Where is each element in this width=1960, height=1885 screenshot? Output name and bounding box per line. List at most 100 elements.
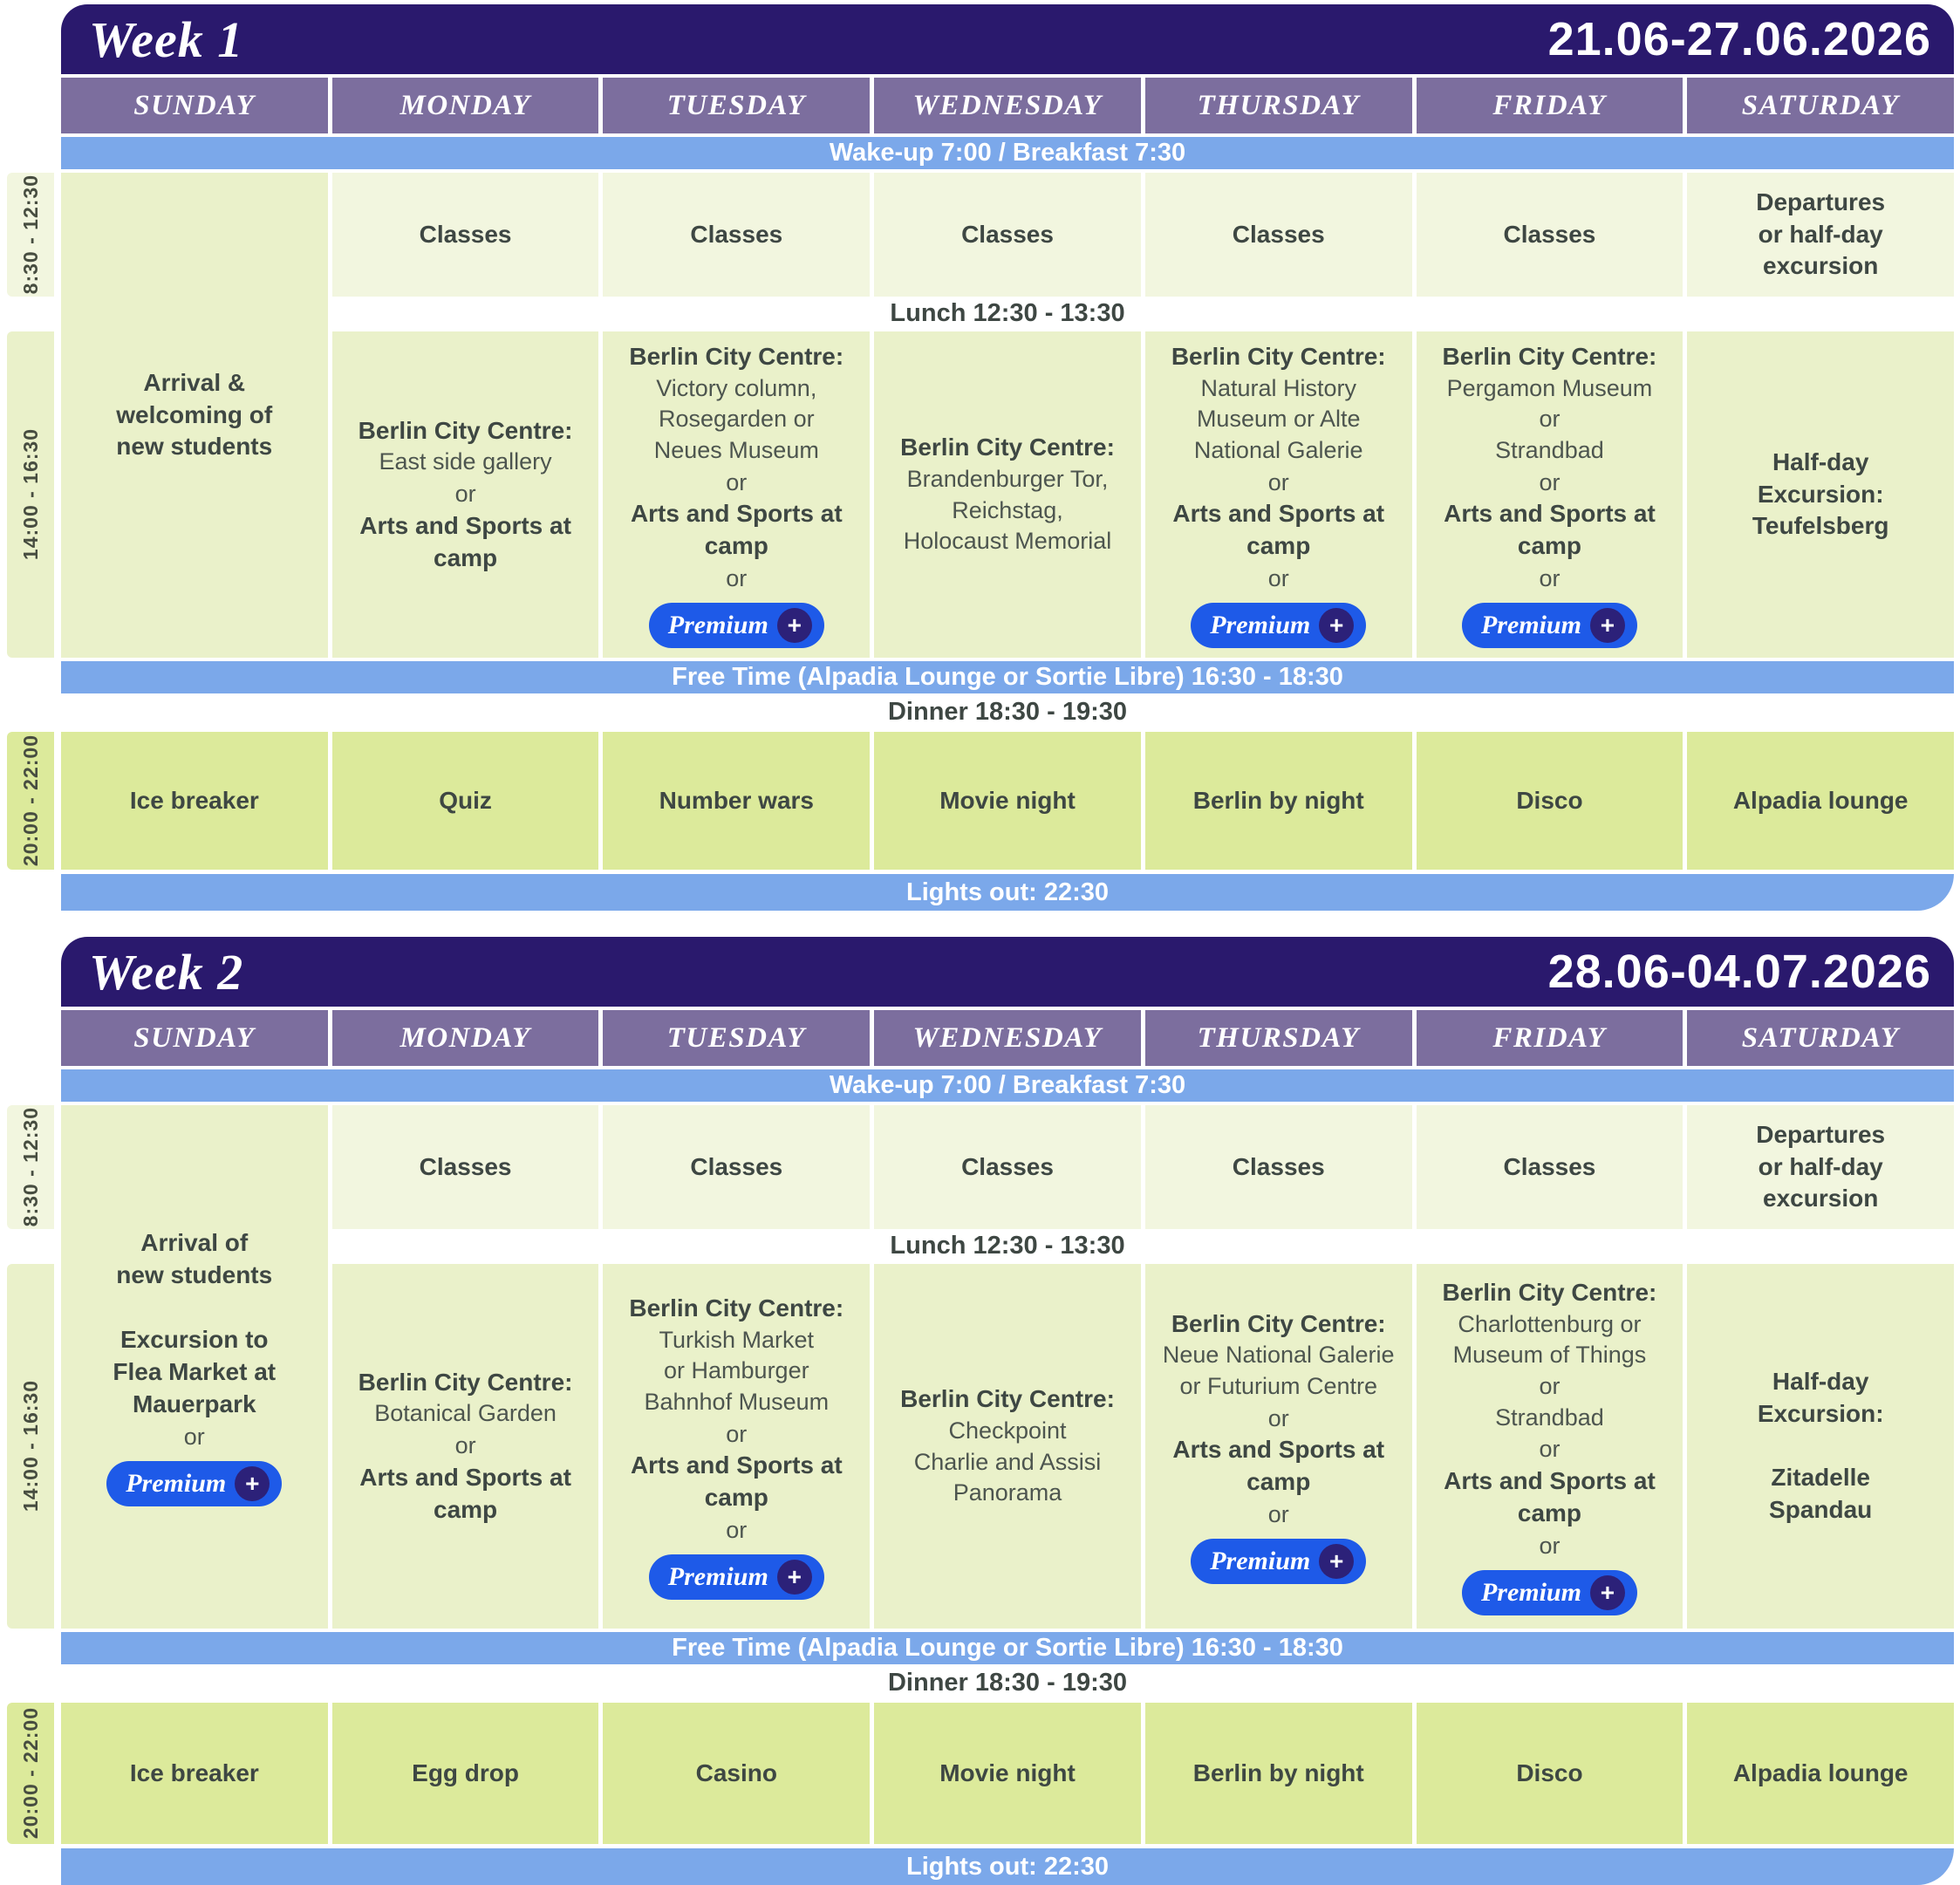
plus-icon: + [776, 1560, 812, 1595]
day-header-monday: MONDAY [331, 1010, 599, 1066]
time-chip-afternoon: 14:00 - 16:30 [7, 1264, 54, 1629]
day-header-sunday: SUNDAY [61, 1010, 328, 1066]
schedule-cell-sunday-merged: Arrival & welcoming of new students [61, 173, 328, 658]
schedule-cell-sunday-evening: Ice breaker [61, 732, 328, 870]
lunch-band: Lunch 12:30 - 13:30 [61, 1229, 1954, 1262]
week-date-range: 21.06-27.06.2026 [1547, 13, 1931, 65]
schedule-cell-thursday-evening: Berlin by night [1144, 1703, 1412, 1844]
schedule-cell-tuesday-evening: Casino [603, 1703, 871, 1844]
plus-icon: + [1319, 608, 1355, 644]
schedule-cell-wednesday-evening: Movie night [874, 732, 1141, 870]
schedule-cell-saturday-morning: Departures or half-day excursion [1687, 1105, 1955, 1229]
time-label-evening: 20:00 - 22:00 [18, 734, 42, 867]
day-header-friday: FRIDAY [1416, 1010, 1683, 1066]
time-chip-evening: 20:00 - 22:00 [7, 1703, 54, 1844]
schedule-cell-friday-afternoon: Berlin City Centre: Pergamon Museum or S… [1416, 331, 1683, 658]
morning-row: Classes Classes Classes Classes Classes … [61, 173, 1955, 297]
schedule-cell-tuesday-evening: Number wars [603, 732, 871, 870]
schedule-cell-thursday-afternoon: Berlin City Centre: Natural History Muse… [1144, 331, 1412, 658]
schedule-cell-saturday-morning: Departures or half-day excursion [1687, 173, 1955, 297]
schedule-cell-friday-evening: Disco [1416, 732, 1683, 870]
time-chip-evening: 20:00 - 22:00 [7, 732, 54, 870]
week-title: Week 2 [89, 943, 244, 1001]
premium-plus-badge[interactable]: Premium + [648, 603, 824, 649]
schedule-cell-monday-evening: Egg drop [331, 1703, 599, 1844]
day-header-thursday: THURSDAY [1144, 1010, 1412, 1066]
premium-plus-badge[interactable]: Premium + [1461, 1570, 1637, 1616]
schedule-cell-wednesday-evening: Movie night [874, 1703, 1141, 1844]
schedule-cell-monday-afternoon: Berlin City Centre: East side gallery or… [331, 331, 599, 658]
time-chip-afternoon: 14:00 - 16:30 [7, 331, 54, 658]
time-label-evening: 20:00 - 22:00 [18, 1707, 42, 1840]
day-header-wednesday: WEDNESDAY [874, 78, 1141, 133]
schedule-cell-tuesday-morning: Classes [603, 173, 871, 297]
schedule-cell-thursday-evening: Berlin by night [1144, 732, 1412, 870]
plus-icon: + [1589, 1575, 1625, 1611]
premium-plus-badge[interactable]: Premium + [1461, 603, 1637, 649]
time-label-afternoon: 14:00 - 16:30 [18, 1380, 42, 1513]
day-header-saturday: SATURDAY [1687, 1010, 1955, 1066]
week-banner: Week 1 21.06-27.06.2026 [61, 4, 1954, 74]
lunch-band: Lunch 12:30 - 13:30 [61, 297, 1954, 330]
day-header-wednesday: WEDNESDAY [874, 1010, 1141, 1066]
schedule-cell-thursday-morning: Classes [1144, 173, 1412, 297]
evening-row: Ice breaker Egg drop Casino Movie night … [61, 1703, 1955, 1844]
time-chip-morning: 8:30 - 12:30 [7, 173, 54, 297]
schedule-cell-monday-afternoon: Berlin City Centre: Botanical Garden or … [331, 1264, 599, 1629]
day-header-tuesday: TUESDAY [603, 78, 871, 133]
day-header-monday: MONDAY [331, 78, 599, 133]
schedule-cell-wednesday-morning: Classes [874, 173, 1141, 297]
lights-out-bar: Lights out: 22:30 [61, 1848, 1954, 1885]
day-header-friday: FRIDAY [1416, 78, 1683, 133]
wake-breakfast-bar: Wake-up 7:00 / Breakfast 7:30 [61, 137, 1954, 169]
premium-plus-badge[interactable]: Premium + [648, 1554, 824, 1601]
plus-icon: + [235, 1466, 270, 1502]
time-label-afternoon: 14:00 - 16:30 [18, 428, 42, 561]
day-header-row: SUNDAY MONDAY TUESDAY WEDNESDAY THURSDAY… [61, 1010, 1955, 1066]
day-header-saturday: SATURDAY [1687, 78, 1955, 133]
week-1-section: 8:30 - 12:30 14:00 - 16:30 20:00 - 22:00… [7, 4, 1955, 911]
schedule-cell-friday-morning: Classes [1416, 1105, 1683, 1229]
schedule-cell-thursday-afternoon: Berlin City Centre: Neue National Galeri… [1144, 1264, 1412, 1629]
dinner-band: Dinner 18:30 - 19:30 [61, 693, 1954, 730]
time-label-morning: 8:30 - 12:30 [18, 1107, 42, 1227]
day-header-row: SUNDAY MONDAY TUESDAY WEDNESDAY THURSDAY… [61, 78, 1955, 133]
schedule-cell-tuesday-afternoon: Berlin City Centre: Victory column, Rose… [603, 331, 871, 658]
premium-plus-badge[interactable]: Premium + [1191, 603, 1367, 649]
plus-icon: + [1319, 1544, 1355, 1580]
schedule-cell-saturday-afternoon: Half-day Excursion: Zitadelle Spandau [1687, 1264, 1955, 1629]
schedule-cell-thursday-morning: Classes [1144, 1105, 1412, 1229]
premium-plus-badge[interactable]: Premium + [106, 1461, 283, 1507]
schedule-cell-tuesday-afternoon: Berlin City Centre: Turkish Market or Ha… [603, 1264, 871, 1629]
dinner-band: Dinner 18:30 - 19:30 [61, 1664, 1954, 1701]
week-date-range: 28.06-04.07.2026 [1547, 946, 1931, 998]
week-banner: Week 2 28.06-04.07.2026 [61, 937, 1954, 1007]
day-header-tuesday: TUESDAY [603, 1010, 871, 1066]
plus-icon: + [776, 608, 812, 644]
lights-out-bar: Lights out: 22:30 [61, 874, 1954, 911]
plus-icon: + [1589, 608, 1625, 644]
afternoon-row: Berlin City Centre: East side gallery or… [61, 331, 1955, 658]
free-time-bar: Free Time (Alpadia Lounge or Sortie Libr… [61, 661, 1954, 693]
time-chip-morning: 8:30 - 12:30 [7, 1105, 54, 1229]
wake-breakfast-bar: Wake-up 7:00 / Breakfast 7:30 [61, 1069, 1954, 1102]
free-time-bar: Free Time (Alpadia Lounge or Sortie Libr… [61, 1632, 1954, 1664]
schedule-cell-friday-morning: Classes [1416, 173, 1683, 297]
time-label-morning: 8:30 - 12:30 [18, 174, 42, 295]
day-header-thursday: THURSDAY [1144, 78, 1412, 133]
week-title: Week 1 [89, 10, 244, 68]
schedule-cell-saturday-evening: Alpadia lounge [1687, 732, 1955, 870]
premium-plus-badge[interactable]: Premium + [1191, 1539, 1367, 1585]
schedule-cell-sunday-evening: Ice breaker [61, 1703, 328, 1844]
afternoon-row: Berlin City Centre: Botanical Garden or … [61, 1264, 1955, 1629]
schedule-cell-wednesday-afternoon: Berlin City Centre: Checkpoint Charlie a… [874, 1264, 1141, 1629]
schedule-cell-monday-morning: Classes [331, 1105, 599, 1229]
schedule-cell-friday-afternoon: Berlin City Centre: Charlottenburg or Mu… [1416, 1264, 1683, 1629]
week-2-section: 8:30 - 12:30 14:00 - 16:30 20:00 - 22:00… [7, 937, 1955, 1885]
schedule-cell-wednesday-morning: Classes [874, 1105, 1141, 1229]
schedule-cell-monday-morning: Classes [331, 173, 599, 297]
evening-row: Ice breaker Quiz Number wars Movie night… [61, 732, 1955, 870]
schedule-cell-wednesday-afternoon: Berlin City Centre: Brandenburger Tor, R… [874, 331, 1141, 658]
morning-row: Classes Classes Classes Classes Classes … [61, 1105, 1955, 1229]
schedule-cell-saturday-afternoon: Half-day Excursion: Teufelsberg [1687, 331, 1955, 658]
